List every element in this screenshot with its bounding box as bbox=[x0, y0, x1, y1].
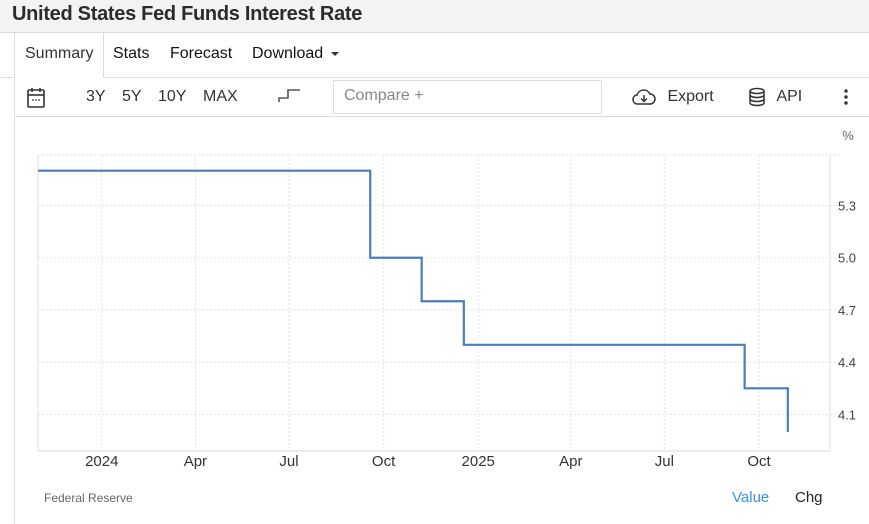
tab-stats[interactable]: Stats bbox=[113, 45, 150, 62]
tab-bar: Summary Stats Forecast Download bbox=[0, 33, 869, 78]
caret-down-icon bbox=[331, 51, 340, 56]
title-bar: United States Fed Funds Interest Rate bbox=[0, 0, 869, 33]
export-button[interactable]: Export bbox=[631, 87, 714, 107]
cloud-download-icon bbox=[632, 89, 656, 105]
api-label: API bbox=[776, 88, 803, 105]
api-button[interactable]: API bbox=[748, 87, 802, 107]
source-label: Federal Reserve bbox=[44, 491, 133, 505]
compare-input[interactable] bbox=[334, 81, 604, 111]
chart-container bbox=[14, 117, 869, 524]
database-icon bbox=[749, 87, 765, 107]
tab-download[interactable]: Download bbox=[252, 45, 340, 63]
range-3y-button[interactable]: 3Y bbox=[86, 88, 106, 105]
range-5y-button[interactable]: 5Y bbox=[122, 88, 142, 105]
range-10y-button[interactable]: 10Y bbox=[158, 88, 187, 105]
vertical-dots-icon[interactable] bbox=[844, 89, 848, 110]
calendar-icon[interactable] bbox=[26, 87, 46, 114]
value-toggle[interactable]: Value bbox=[732, 489, 770, 506]
chart-toolbar: 3Y 5Y 10Y MAX Export API bbox=[14, 78, 869, 117]
compare-input-box[interactable] bbox=[333, 80, 604, 114]
range-max-button[interactable]: MAX bbox=[203, 88, 238, 105]
tab-download-label: Download bbox=[252, 45, 324, 62]
tab-forecast[interactable]: Forecast bbox=[170, 45, 233, 62]
change-toggle[interactable]: Chg bbox=[795, 489, 823, 506]
export-label: Export bbox=[667, 88, 714, 105]
tab-summary-label: Summary bbox=[25, 45, 94, 62]
tab-summary[interactable]: Summary bbox=[14, 33, 104, 78]
step-line-icon[interactable] bbox=[278, 88, 302, 109]
page-title: United States Fed Funds Interest Rate bbox=[12, 3, 363, 25]
